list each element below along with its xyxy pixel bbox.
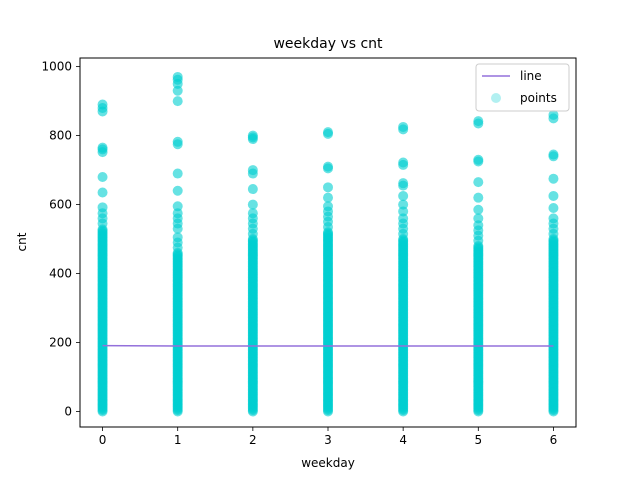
x-tick-label: 1 xyxy=(174,433,182,447)
scatter-point xyxy=(323,182,333,192)
scatter-point xyxy=(548,203,558,213)
scatter-point xyxy=(173,201,183,211)
x-axis-ticks: 0 1 2 3 4 5 6 xyxy=(99,427,558,447)
scatter-point xyxy=(323,162,333,172)
scatter-point xyxy=(98,100,108,110)
scatter-point xyxy=(473,193,483,203)
scatter-point xyxy=(173,137,183,147)
x-tick-label: 2 xyxy=(249,433,257,447)
scatter-point xyxy=(473,213,483,223)
x-tick-label: 3 xyxy=(324,433,332,447)
scatter-point xyxy=(398,191,408,201)
scatter-point xyxy=(98,202,108,212)
scatter-point xyxy=(323,193,333,203)
x-tick-label: 6 xyxy=(550,433,558,447)
points-layer xyxy=(98,72,559,417)
x-tick-label: 4 xyxy=(399,433,407,447)
scatter-point xyxy=(173,96,183,106)
x-tick-label: 0 xyxy=(99,433,107,447)
scatter-point xyxy=(473,177,483,187)
scatter-point xyxy=(548,191,558,201)
scatter-point xyxy=(248,208,258,218)
scatter-point xyxy=(173,169,183,179)
scatter-point xyxy=(98,188,108,198)
scatter-point xyxy=(248,184,258,194)
x-tick-label: 5 xyxy=(474,433,482,447)
scatter-point xyxy=(398,122,408,132)
scatter-point xyxy=(473,116,483,126)
scatter-point xyxy=(548,213,558,223)
scatter-point xyxy=(398,200,408,210)
scatter-point xyxy=(173,72,183,82)
scatter-point xyxy=(248,200,258,210)
y-tick-label: 400 xyxy=(49,267,72,281)
y-axis-label: cnt xyxy=(15,232,29,251)
y-tick-label: 0 xyxy=(64,404,72,418)
scatter-point xyxy=(398,157,408,167)
scatter-point xyxy=(323,127,333,137)
legend-points-swatch xyxy=(491,93,501,103)
y-tick-label: 600 xyxy=(49,198,72,212)
legend-line-label: line xyxy=(520,69,542,83)
scatter-point xyxy=(548,150,558,160)
legend: line points xyxy=(476,64,569,111)
y-tick-label: 800 xyxy=(49,129,72,143)
scatter-point xyxy=(398,178,408,188)
scatter-point xyxy=(323,201,333,211)
scatter-point xyxy=(98,172,108,182)
scatter-point xyxy=(473,205,483,215)
chart-title: weekday vs cnt xyxy=(273,36,383,52)
y-tick-label: 1000 xyxy=(41,60,72,74)
scatter-point xyxy=(173,186,183,196)
scatter-point xyxy=(248,165,258,175)
scatter-point xyxy=(548,174,558,184)
y-tick-label: 200 xyxy=(49,336,72,350)
scatter-point xyxy=(98,143,108,153)
legend-points-label: points xyxy=(520,91,557,105)
scatter-point xyxy=(248,131,258,141)
scatter-point xyxy=(173,232,183,242)
scatter-point xyxy=(473,155,483,165)
y-axis-ticks: 0 200 400 600 800 1000 xyxy=(41,60,80,419)
x-axis-label: weekday xyxy=(301,456,355,470)
